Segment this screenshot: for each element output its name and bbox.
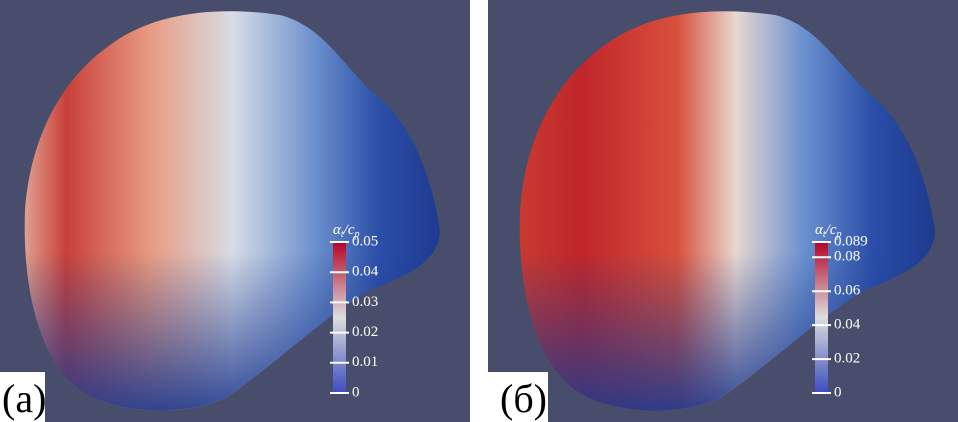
- tick-label: 0.04: [352, 264, 379, 280]
- colorbar-group: αt/cp 0 0.02 0.04 0.06 0.080.089: [812, 222, 868, 400]
- title-mid: /c: [825, 222, 837, 238]
- panel-a: [0, 0, 470, 422]
- colorbar-title: αt/cp: [333, 222, 359, 240]
- tick-label: 0.08: [834, 249, 860, 265]
- title-main: α: [333, 222, 342, 238]
- tick-label: 0.06: [834, 283, 861, 299]
- colorbar: [333, 242, 346, 393]
- panel-label: (б): [500, 376, 547, 421]
- title-main: α: [815, 222, 824, 238]
- colorbar-title: αt/cp: [815, 222, 841, 240]
- panel-b: [488, 0, 958, 422]
- shape-shade: [519, 11, 935, 411]
- panel-label: (a): [2, 376, 46, 421]
- label-box: [0, 372, 45, 422]
- tick-label: 0.04: [834, 317, 861, 333]
- title-sub: t: [341, 229, 344, 240]
- tick-label: 0: [352, 384, 360, 400]
- title-sub: p: [835, 229, 841, 240]
- tick-label: 0.02: [352, 324, 378, 340]
- tick-label: 0.05: [352, 233, 378, 249]
- tick-label: 0.089: [834, 233, 868, 249]
- label-box: [488, 372, 548, 422]
- tick-label: 0.01: [352, 354, 378, 370]
- title-mid: /c: [343, 222, 355, 238]
- tick-label: 0.02: [834, 351, 860, 367]
- title-sub: p: [353, 229, 359, 240]
- title-sub: t: [823, 229, 826, 240]
- tick-label: 0: [834, 384, 842, 400]
- colorbar-group: αt/cp 0 0.01 0.02 0.03 0.04 0.05: [330, 222, 379, 400]
- tick-label: 0.03: [352, 294, 378, 310]
- colorbar: [815, 242, 828, 393]
